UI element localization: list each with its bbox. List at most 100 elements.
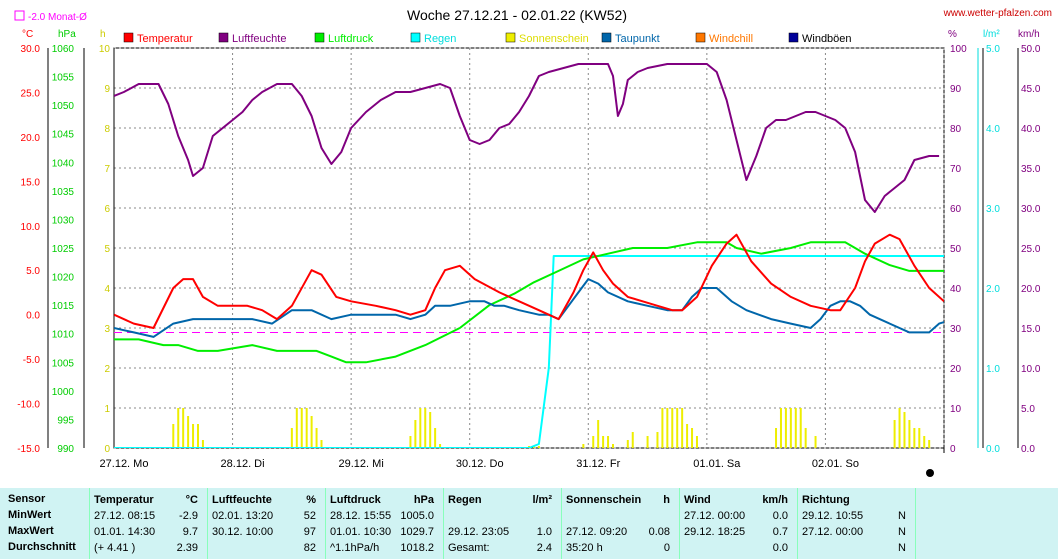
sunshine-bar xyxy=(695,436,698,448)
pressure-tick-label: 995 xyxy=(57,415,74,426)
dir-max-time: 27.12. 00:00 xyxy=(802,526,864,538)
wind-tick-label: 45.0 xyxy=(1021,84,1041,95)
col-wind: Wind km/h 27.12. 00:00 0.0 29.12. 18:25 … xyxy=(684,488,794,559)
chart-title: Woche 27.12.21 - 02.01.22 (KW52) xyxy=(407,7,627,23)
sonnenschein-legend-swatch xyxy=(505,32,516,43)
press-avg-val: 1018.2 xyxy=(400,542,434,554)
luftdruck-legend-swatch xyxy=(314,32,325,43)
windboeen-legend-swatch xyxy=(788,32,799,43)
monat-label: -2.0 Monat-Ø xyxy=(28,12,87,23)
site-link[interactable]: www.wetter-pfalzen.com xyxy=(943,8,1052,19)
wind-tick-label: 50.0 xyxy=(1021,44,1041,55)
sun-tick-label: 0 xyxy=(104,444,110,455)
header-wind: Wind xyxy=(684,494,711,506)
pressure-tick-label: 1035 xyxy=(52,187,75,198)
hum-max-time: 30.12. 10:00 xyxy=(212,526,274,538)
sunshine-bar xyxy=(419,408,422,448)
series-clip xyxy=(114,63,944,448)
temp-tick-label: 10.0 xyxy=(21,222,41,233)
rain-tick-label: 5.0 xyxy=(986,44,1000,55)
sunshine-bar xyxy=(814,436,817,448)
wind-tick-label: 40.0 xyxy=(1021,124,1041,135)
sunshine-bar xyxy=(295,408,298,448)
temp-tick-label: 30.0 xyxy=(21,44,41,55)
wind-unit-label: km/h xyxy=(1018,29,1040,40)
temp-tick-label: 15.0 xyxy=(21,177,41,188)
sunshine-bar xyxy=(409,436,412,448)
sunshine-bar xyxy=(320,440,323,448)
sun-avg-val: 0 xyxy=(663,542,670,554)
x-tick-label: 27.12. Mo xyxy=(100,458,149,470)
sunshine-bar xyxy=(898,408,901,448)
sunshine-bar xyxy=(681,408,684,448)
header-temperatur: Temperatur xyxy=(94,494,154,506)
hum-max-val: 97 xyxy=(303,526,316,538)
temp-tick-label: 25.0 xyxy=(21,88,41,99)
unit-regen: l/m² xyxy=(532,494,552,506)
sunshine-bar xyxy=(597,420,600,448)
humidity-tick-label: 80 xyxy=(950,124,962,135)
x-tick-label: 30.12. Do xyxy=(456,458,504,470)
pressure-tick-label: 1020 xyxy=(52,273,75,284)
temp-tick-label: 5.0 xyxy=(26,266,40,277)
sun-tick-label: 8 xyxy=(104,124,110,135)
wind-min-val: 0.0 xyxy=(772,510,788,522)
wind-tick-label: 25.0 xyxy=(1021,244,1041,255)
humidity-tick-label: 100 xyxy=(950,44,967,55)
rain-total-label: Gesamt: xyxy=(448,542,490,554)
windchill-legend-swatch xyxy=(695,32,706,43)
sunshine-bar xyxy=(656,432,659,448)
hum-min-time: 02.01. 13:20 xyxy=(212,510,274,522)
dir-avg-val: N xyxy=(898,542,906,554)
sunshine-bar xyxy=(779,408,782,448)
rain-max-val: 1.0 xyxy=(536,526,552,538)
sunshine-bar xyxy=(290,428,293,448)
temp-avg-note: (+ 4.41 ) xyxy=(94,542,136,554)
sunshine-bar xyxy=(908,420,911,448)
humidity-tick-label: 50 xyxy=(950,244,962,255)
temp-max-time: 01.01. 14:30 xyxy=(94,526,156,538)
luftdruck-legend-label: Luftdruck xyxy=(328,33,374,45)
sunshine-bar xyxy=(177,408,180,448)
x-tick-label: 02.01. So xyxy=(812,458,859,470)
temp-avg-val: 2.39 xyxy=(176,542,198,554)
col-sonnenschein: Sonnenschein h 27.12. 09:20 0.08 35:20 h… xyxy=(566,488,676,559)
humidity-unit-label: % xyxy=(948,29,957,40)
pressure-tick-label: 1025 xyxy=(52,244,75,255)
sun-tick-label: 6 xyxy=(104,204,110,215)
sunshine-bar xyxy=(928,440,931,448)
temp-unit-label: °C xyxy=(22,29,33,40)
temp-tick-label: 0.0 xyxy=(26,311,40,322)
humidity-tick-label: 40 xyxy=(950,284,962,295)
wind-tick-label: 5.0 xyxy=(1021,404,1035,415)
rain-tick-label: 4.0 xyxy=(986,124,1000,135)
rain-tick-label: 2.0 xyxy=(986,284,1000,295)
rain-tick-label: 3.0 xyxy=(986,204,1000,215)
temp-max-val: 9.7 xyxy=(182,526,198,538)
pressure-tick-label: 1030 xyxy=(52,215,75,226)
temp-tick-label: -10.0 xyxy=(17,400,40,411)
monat-legend-swatch xyxy=(14,10,25,21)
press-min-time: 28.12. 15:55 xyxy=(330,510,392,522)
weather-chart: Woche 27.12.21 - 02.01.22 (KW52) www.wet… xyxy=(14,7,1052,477)
sunshine-bar xyxy=(182,408,185,448)
divider xyxy=(679,488,680,559)
pressure-unit-label: hPa xyxy=(58,29,76,40)
press-min-val: 1005.0 xyxy=(400,510,434,522)
windboeen-legend-label: Windböen xyxy=(802,33,852,45)
sun-max-time: 27.12. 09:20 xyxy=(566,526,628,538)
sunshine-bar xyxy=(434,428,437,448)
wind-max-time: 29.12. 18:25 xyxy=(684,526,746,538)
sunshine-bar xyxy=(666,408,669,448)
sun-unit-label: h xyxy=(100,29,106,40)
temperatur-line xyxy=(114,233,944,329)
row-label-max: MaxWert xyxy=(8,525,54,537)
sunshine-bar xyxy=(913,428,916,448)
pressure-tick-label: 1015 xyxy=(52,301,75,312)
sun-tick-label: 5 xyxy=(104,244,110,255)
sunshine-bar xyxy=(607,436,610,448)
windchill-legend-label: Windchill xyxy=(709,33,753,45)
header-sonnenschein: Sonnenschein xyxy=(566,494,642,506)
wind-tick-label: 10.0 xyxy=(1021,364,1041,375)
